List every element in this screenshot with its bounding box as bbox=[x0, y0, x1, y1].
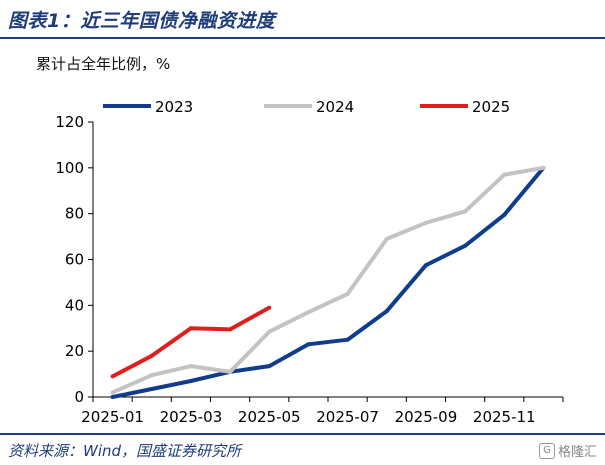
watermark-logo-icon: G bbox=[538, 442, 555, 459]
series-2023-point bbox=[423, 263, 428, 268]
x-tick-label: 2025-07 bbox=[316, 408, 379, 426]
series-2024-point bbox=[345, 291, 350, 296]
series-2025-point bbox=[188, 326, 193, 331]
series-2024-line bbox=[111, 165, 544, 395]
series-2024-point bbox=[188, 364, 193, 369]
title-bar: 图表1：近三年国债净融资进度 bbox=[0, 0, 605, 44]
source-note: 资料来源：Wind，国盛证券研究所 bbox=[8, 442, 242, 460]
y-tick-label: 80 bbox=[65, 205, 84, 223]
series-2024-point bbox=[423, 220, 428, 225]
series-2025-point bbox=[228, 327, 233, 332]
y-tick-label: 0 bbox=[74, 388, 84, 406]
y-tick-label: 40 bbox=[65, 296, 84, 314]
series-2024-point bbox=[267, 329, 272, 334]
series-2023-point bbox=[384, 309, 389, 314]
series-2024-point bbox=[541, 165, 546, 170]
series-2023-point bbox=[502, 212, 507, 217]
watermark-text: 格隆汇 bbox=[557, 445, 597, 460]
series-2024-point bbox=[502, 172, 507, 177]
series-2024-point bbox=[228, 369, 233, 374]
series-2025-point bbox=[267, 305, 272, 310]
series-2024-point bbox=[463, 209, 468, 214]
x-tick-label: 2025-11 bbox=[473, 408, 536, 426]
y-tick-label: 20 bbox=[65, 342, 84, 360]
series-2023-point bbox=[306, 342, 311, 347]
series-2023-point bbox=[110, 395, 115, 399]
y-tick-label: 100 bbox=[55, 159, 84, 177]
x-tick-label: 2025-09 bbox=[395, 408, 458, 426]
legend-label-2025: 2025 bbox=[472, 98, 510, 116]
x-tick-label: 2025-01 bbox=[81, 408, 144, 426]
series-2023-point bbox=[463, 243, 468, 248]
series-2024-point bbox=[110, 390, 115, 395]
chart-title: 图表1：近三年国债净融资进度 bbox=[8, 10, 276, 32]
y-tick-label: 60 bbox=[65, 251, 84, 269]
y-tick-label: 120 bbox=[55, 113, 84, 131]
series-2025-point bbox=[149, 353, 154, 358]
series-2023-point bbox=[267, 364, 272, 369]
x-tick-label: 2025-05 bbox=[238, 408, 301, 426]
series-2023-point bbox=[345, 337, 350, 342]
source-divider bbox=[0, 433, 605, 435]
series-2023-line bbox=[112, 166, 545, 399]
series-2023-point bbox=[149, 386, 154, 391]
series-2024-point bbox=[306, 310, 311, 315]
watermark: G 格隆汇 bbox=[538, 441, 597, 460]
title-divider bbox=[0, 37, 605, 39]
x-tick-label: 2025-03 bbox=[160, 408, 223, 426]
y-unit-label: 累计占全年比例，% bbox=[36, 55, 171, 73]
series-2023-point bbox=[188, 378, 193, 383]
series-2024-point bbox=[384, 236, 389, 241]
series-2024-point bbox=[149, 373, 154, 378]
series-2025-point bbox=[110, 374, 115, 379]
legend-label-2024: 2024 bbox=[316, 98, 354, 116]
legend-label-2023: 2023 bbox=[155, 98, 193, 116]
